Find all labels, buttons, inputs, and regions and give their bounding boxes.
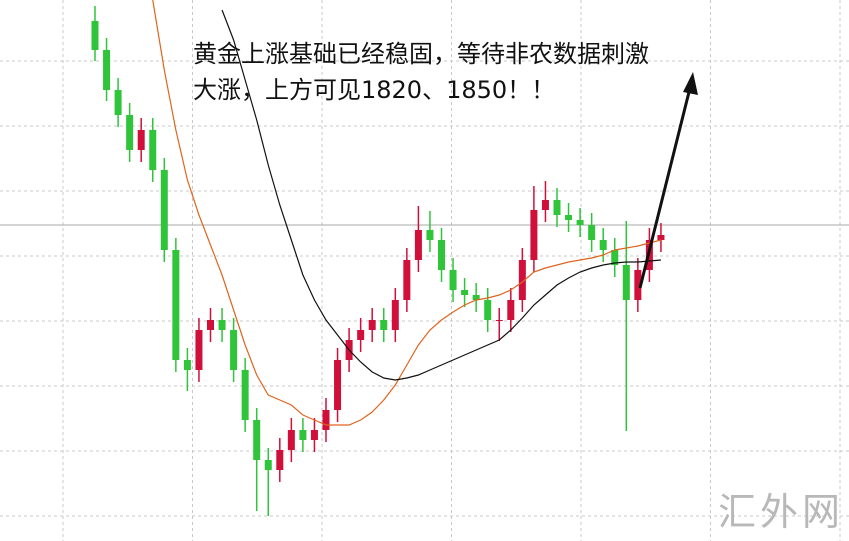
moving-average [152,0,662,426]
candle-body [172,250,180,360]
candle-body [541,200,549,210]
candle-body [449,270,457,290]
candle-body [391,300,399,330]
candle-body [149,130,157,170]
candle-body [622,265,630,300]
candle-body [253,420,261,460]
arrow-head [683,72,698,95]
candle-body [588,225,596,240]
candle-body [426,230,434,240]
candle-body [183,360,191,370]
watermark: 汇外网 [718,490,844,534]
annotation: 大涨，上方可见1820、1850！！ [193,76,555,104]
candle-body [230,330,238,370]
annotation: 黄金上涨基础已经稳固，等待非农数据刺激 [193,40,649,68]
candle-body [310,430,318,440]
candle-body [264,460,272,470]
candle-body [576,220,584,225]
candle-body [322,410,330,430]
candle-body [137,130,145,150]
candle-body [380,320,388,330]
candle-body [103,50,111,90]
candle-body [334,360,342,410]
candle-body [611,250,619,265]
candle-body [461,290,469,295]
candle-body [484,300,492,320]
candle-body [276,450,284,470]
candle-body [553,200,561,215]
candle-body [438,240,445,270]
candle-body [507,300,515,320]
candle-body [530,210,538,260]
candle-body [518,260,526,300]
candle-body [299,430,307,440]
candle-body [357,330,365,340]
candle-body [287,430,295,450]
candle-body [241,370,249,420]
candle-body [207,320,214,330]
candle-body [657,235,665,240]
candle-body [414,230,422,260]
candle-body [195,330,203,370]
candle-body [599,240,607,250]
moving-average [221,9,662,381]
candle-body [160,170,168,250]
candle-body [634,270,642,300]
candle-body [114,90,122,115]
arrow [638,87,692,289]
candle-body [126,115,134,150]
plot [91,0,665,516]
candle-body [368,320,376,330]
candle-body [565,215,573,220]
candle-body [403,260,411,300]
candle-body [91,21,99,50]
candle-body [472,295,480,300]
candle-body [495,320,503,321]
candle-body [218,320,226,330]
